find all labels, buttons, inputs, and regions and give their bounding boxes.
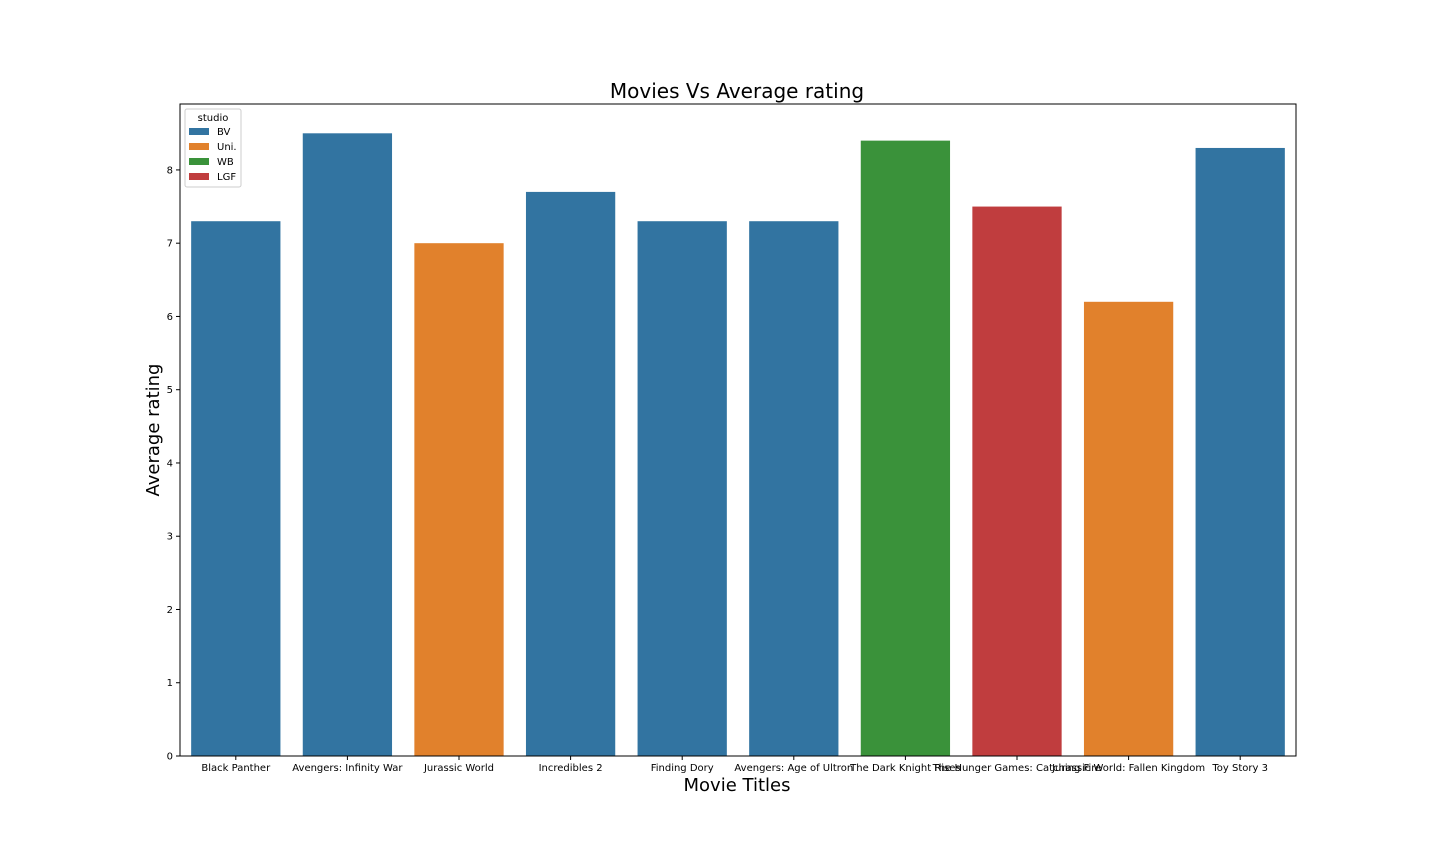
x-tick-label: Toy Story 3: [1211, 763, 1268, 774]
x-tick-label: The Hunger Games: Catching Fire: [932, 763, 1102, 774]
legend-title: studio: [198, 113, 229, 124]
legend: studio BV Uni. WB LGF: [184, 108, 242, 188]
bar: [525, 191, 616, 757]
x-tick-label: Avengers: Infinity War: [292, 763, 403, 774]
bar: [414, 243, 504, 756]
bar: [972, 206, 1062, 757]
legend-swatch: [189, 128, 209, 135]
legend-label: BV: [217, 127, 231, 138]
legend-swatch: [189, 143, 209, 150]
x-tick-label: Jurassic World: [423, 763, 494, 774]
y-tick-label: 0: [167, 752, 173, 763]
legend-swatch: [189, 158, 209, 165]
y-tick-label: 7: [167, 239, 173, 250]
legend-swatch: [189, 173, 209, 180]
x-tick-label: Finding Dory: [651, 763, 714, 774]
x-tick-label: Avengers: Age of Ultron: [734, 763, 853, 774]
x-tick-label: The Dark Knight Rises: [849, 763, 960, 774]
legend-label: WB: [217, 157, 234, 168]
legend-label: LGF: [217, 172, 236, 183]
bar: [637, 221, 727, 756]
x-tick-label: Incredibles 2: [539, 763, 603, 774]
bar: [191, 221, 281, 756]
y-tick-label: 2: [167, 605, 173, 616]
y-tick-label: 1: [167, 678, 173, 689]
plot-area: 0 1 2 3 4 5 6 7 8 Black Panther Avengers: Infinity…: [167, 133, 1285, 774]
plot-frame: [179, 103, 1297, 757]
bar: [1083, 301, 1174, 756]
y-axis-title: Average rating: [143, 364, 164, 497]
y-tick-label: 6: [167, 312, 173, 323]
y-tick-label: 5: [167, 385, 173, 396]
y-tick-label: 4: [167, 458, 173, 469]
x-axis-title: Movie Titles: [684, 775, 791, 796]
bar: [749, 221, 839, 756]
chart-title: Movies Vs Average rating: [610, 79, 864, 103]
bar: [1195, 147, 1285, 756]
bar: [860, 140, 951, 756]
y-tick-label: 8: [167, 165, 173, 176]
bar: [302, 133, 393, 757]
x-tick-label: Black Panther: [201, 763, 271, 774]
x-tick-label: Jurassic World: Fallen Kingdom: [1051, 763, 1205, 774]
y-tick-label: 3: [167, 532, 173, 543]
legend-label: Uni.: [217, 142, 237, 153]
